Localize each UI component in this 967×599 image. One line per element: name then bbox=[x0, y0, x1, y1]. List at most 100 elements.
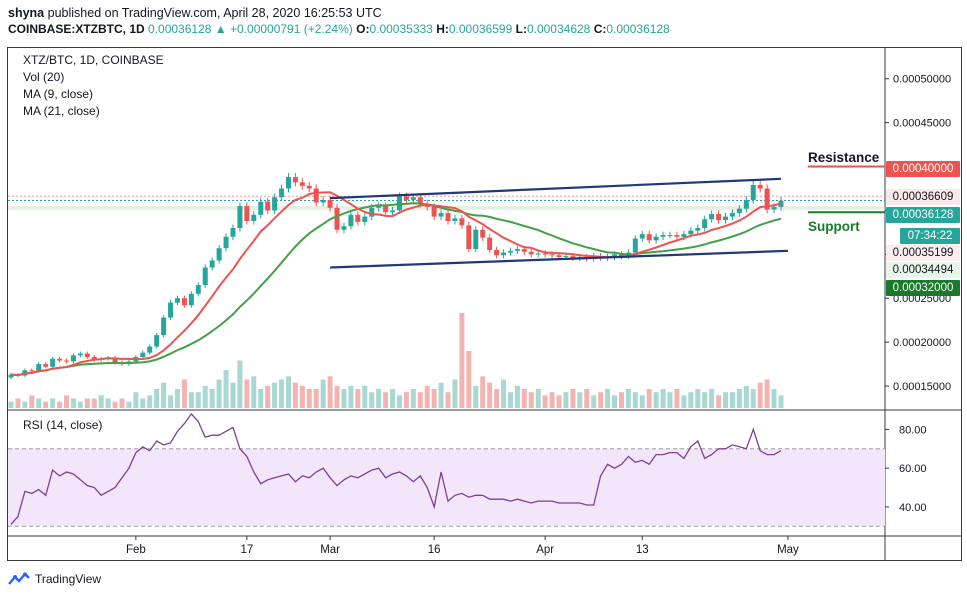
candle-body bbox=[348, 214, 354, 227]
candle-body bbox=[223, 236, 229, 249]
volume-bar bbox=[570, 389, 576, 408]
x-tick-label: 17 bbox=[240, 544, 253, 556]
volume-bar bbox=[778, 395, 784, 408]
volume-bar bbox=[202, 385, 208, 408]
close-value: 0.00036128 bbox=[606, 22, 670, 36]
y-tick-label: 0.00025000 bbox=[893, 293, 951, 305]
volume-bar bbox=[334, 385, 340, 408]
candle-body bbox=[237, 206, 243, 228]
candle-body bbox=[334, 207, 340, 230]
volume-bar bbox=[77, 401, 83, 408]
volume-bar bbox=[341, 389, 347, 408]
candle-body bbox=[251, 214, 257, 221]
price-box-support: 0.00032000 bbox=[886, 280, 960, 296]
candle-body bbox=[646, 234, 652, 241]
candle-body bbox=[549, 254, 555, 256]
volume-bar bbox=[119, 398, 125, 408]
candle-body bbox=[716, 213, 722, 221]
tradingview-footer[interactable]: TradingView bbox=[8, 572, 101, 586]
candle-body bbox=[528, 251, 534, 255]
volume-bar bbox=[764, 379, 770, 408]
y-tick-label: 0.00045000 bbox=[893, 118, 951, 130]
volume-bar bbox=[528, 392, 534, 408]
volume-bar bbox=[605, 389, 611, 408]
candle-body bbox=[688, 230, 694, 235]
volume-bar bbox=[258, 389, 264, 408]
volume-bar bbox=[459, 313, 465, 408]
volume-bar bbox=[84, 398, 90, 408]
candle-body bbox=[154, 335, 160, 347]
candle-body bbox=[188, 293, 194, 306]
candle-body bbox=[501, 252, 507, 256]
high-value: 0.00036599 bbox=[448, 22, 513, 36]
volume-bar bbox=[306, 389, 312, 408]
candle-body bbox=[563, 256, 569, 258]
volume-bar bbox=[355, 389, 361, 408]
tradingview-logo-icon bbox=[8, 572, 30, 585]
volume-bar bbox=[695, 389, 701, 408]
candle-body bbox=[729, 213, 735, 217]
symbol-label: COINBASE:XTZBTC, 1D bbox=[8, 22, 145, 36]
candle-body bbox=[410, 197, 416, 200]
candle-body bbox=[764, 188, 770, 210]
volume-bar bbox=[22, 401, 28, 408]
volume-bar bbox=[396, 395, 402, 408]
candle-body bbox=[216, 248, 222, 261]
volume-bar bbox=[598, 392, 604, 408]
candle-body bbox=[445, 213, 451, 221]
footer-brand: TradingView bbox=[35, 572, 102, 586]
volume-bar bbox=[771, 389, 777, 408]
x-tick-label: 13 bbox=[636, 544, 649, 556]
rsi-tick-label: 60.00 bbox=[899, 463, 927, 475]
volume-bar bbox=[757, 382, 763, 408]
volume-bar bbox=[750, 389, 756, 408]
candle-body bbox=[431, 206, 437, 217]
change-value: +0.00000791 (+2.24%) bbox=[230, 22, 353, 36]
last-price: 0.00036128 bbox=[148, 22, 212, 36]
candle-body bbox=[57, 358, 63, 361]
candle-body bbox=[514, 249, 520, 251]
rsi-band bbox=[8, 448, 885, 527]
rsi-tick-label: 40.00 bbox=[899, 502, 927, 514]
candle-body bbox=[279, 188, 285, 198]
volume-bar bbox=[195, 392, 201, 408]
candle-body bbox=[750, 184, 756, 200]
ma-highlight-band bbox=[8, 206, 885, 211]
volume-bar bbox=[542, 395, 548, 408]
close-label: C: bbox=[593, 22, 607, 36]
ma21-line bbox=[10, 202, 782, 377]
ohlc-bar: COINBASE:XTZBTC, 1D 0.00036128 ▲ +0.0000… bbox=[8, 22, 670, 36]
chart-frame[interactable]: 0.000150000.000200000.000250000.00030000… bbox=[7, 47, 962, 561]
candle-body bbox=[174, 298, 180, 303]
candle-body bbox=[292, 177, 298, 183]
volume-bar bbox=[327, 376, 333, 408]
volume-bar bbox=[584, 389, 590, 408]
volume-bar bbox=[743, 385, 749, 408]
open-label: O: bbox=[356, 22, 370, 36]
candle-body bbox=[43, 364, 49, 367]
volume-bar bbox=[265, 385, 271, 408]
candle-body bbox=[70, 355, 76, 362]
candle-body bbox=[230, 228, 236, 237]
volume-bar bbox=[209, 389, 215, 408]
volume-bar bbox=[438, 382, 444, 408]
candle-body bbox=[181, 298, 187, 306]
price-chart[interactable]: 0.000150000.000200000.000250000.00030000… bbox=[8, 48, 961, 560]
candle-body bbox=[390, 210, 396, 213]
x-tick-label: Mar bbox=[320, 544, 340, 556]
volume-bar bbox=[244, 379, 250, 408]
candle-body bbox=[771, 206, 777, 210]
volume-bar bbox=[237, 360, 243, 408]
volume-bar bbox=[410, 389, 416, 408]
volume-bar bbox=[348, 385, 354, 408]
volume-bar bbox=[716, 395, 722, 408]
volume-bar bbox=[591, 395, 597, 408]
volume-bar bbox=[618, 392, 624, 408]
rsi-legend: RSI (14, close) bbox=[23, 418, 103, 432]
price-box-high: 0.00036609 bbox=[886, 189, 960, 205]
candle-body bbox=[521, 249, 527, 252]
candle-body bbox=[244, 206, 250, 221]
volume-bar bbox=[514, 385, 520, 408]
candle-body bbox=[639, 234, 645, 239]
volume-bar bbox=[168, 395, 174, 408]
